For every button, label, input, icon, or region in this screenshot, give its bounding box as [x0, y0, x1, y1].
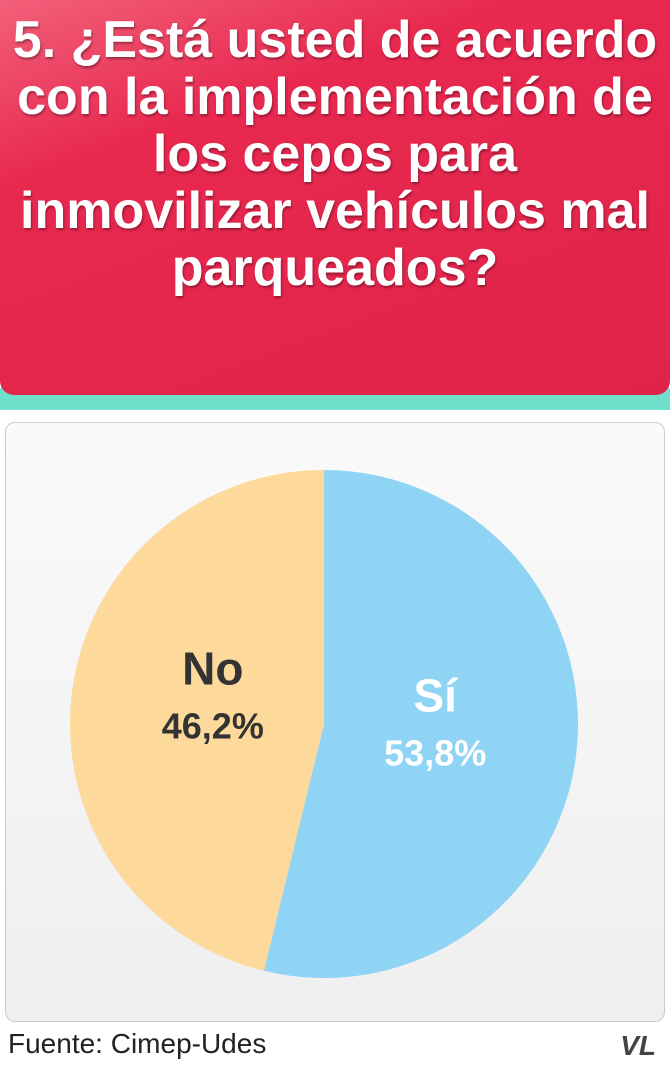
pie-slice: [70, 470, 325, 971]
header-band: 5. ¿Está usted de acuerdo con la impleme…: [0, 0, 670, 395]
pie-slice: [263, 470, 579, 978]
chart-title: 5. ¿Está usted de acuerdo con la impleme…: [12, 11, 658, 297]
slice-category-label: No: [182, 643, 243, 695]
slice-value-label: 53,8%: [384, 732, 486, 773]
slice-category-label: Sí: [413, 669, 459, 721]
source-note: Fuente: Cimep-Udes: [8, 1028, 267, 1059]
logo: VL: [620, 1030, 656, 1061]
slice-value-label: 46,2%: [162, 706, 264, 747]
